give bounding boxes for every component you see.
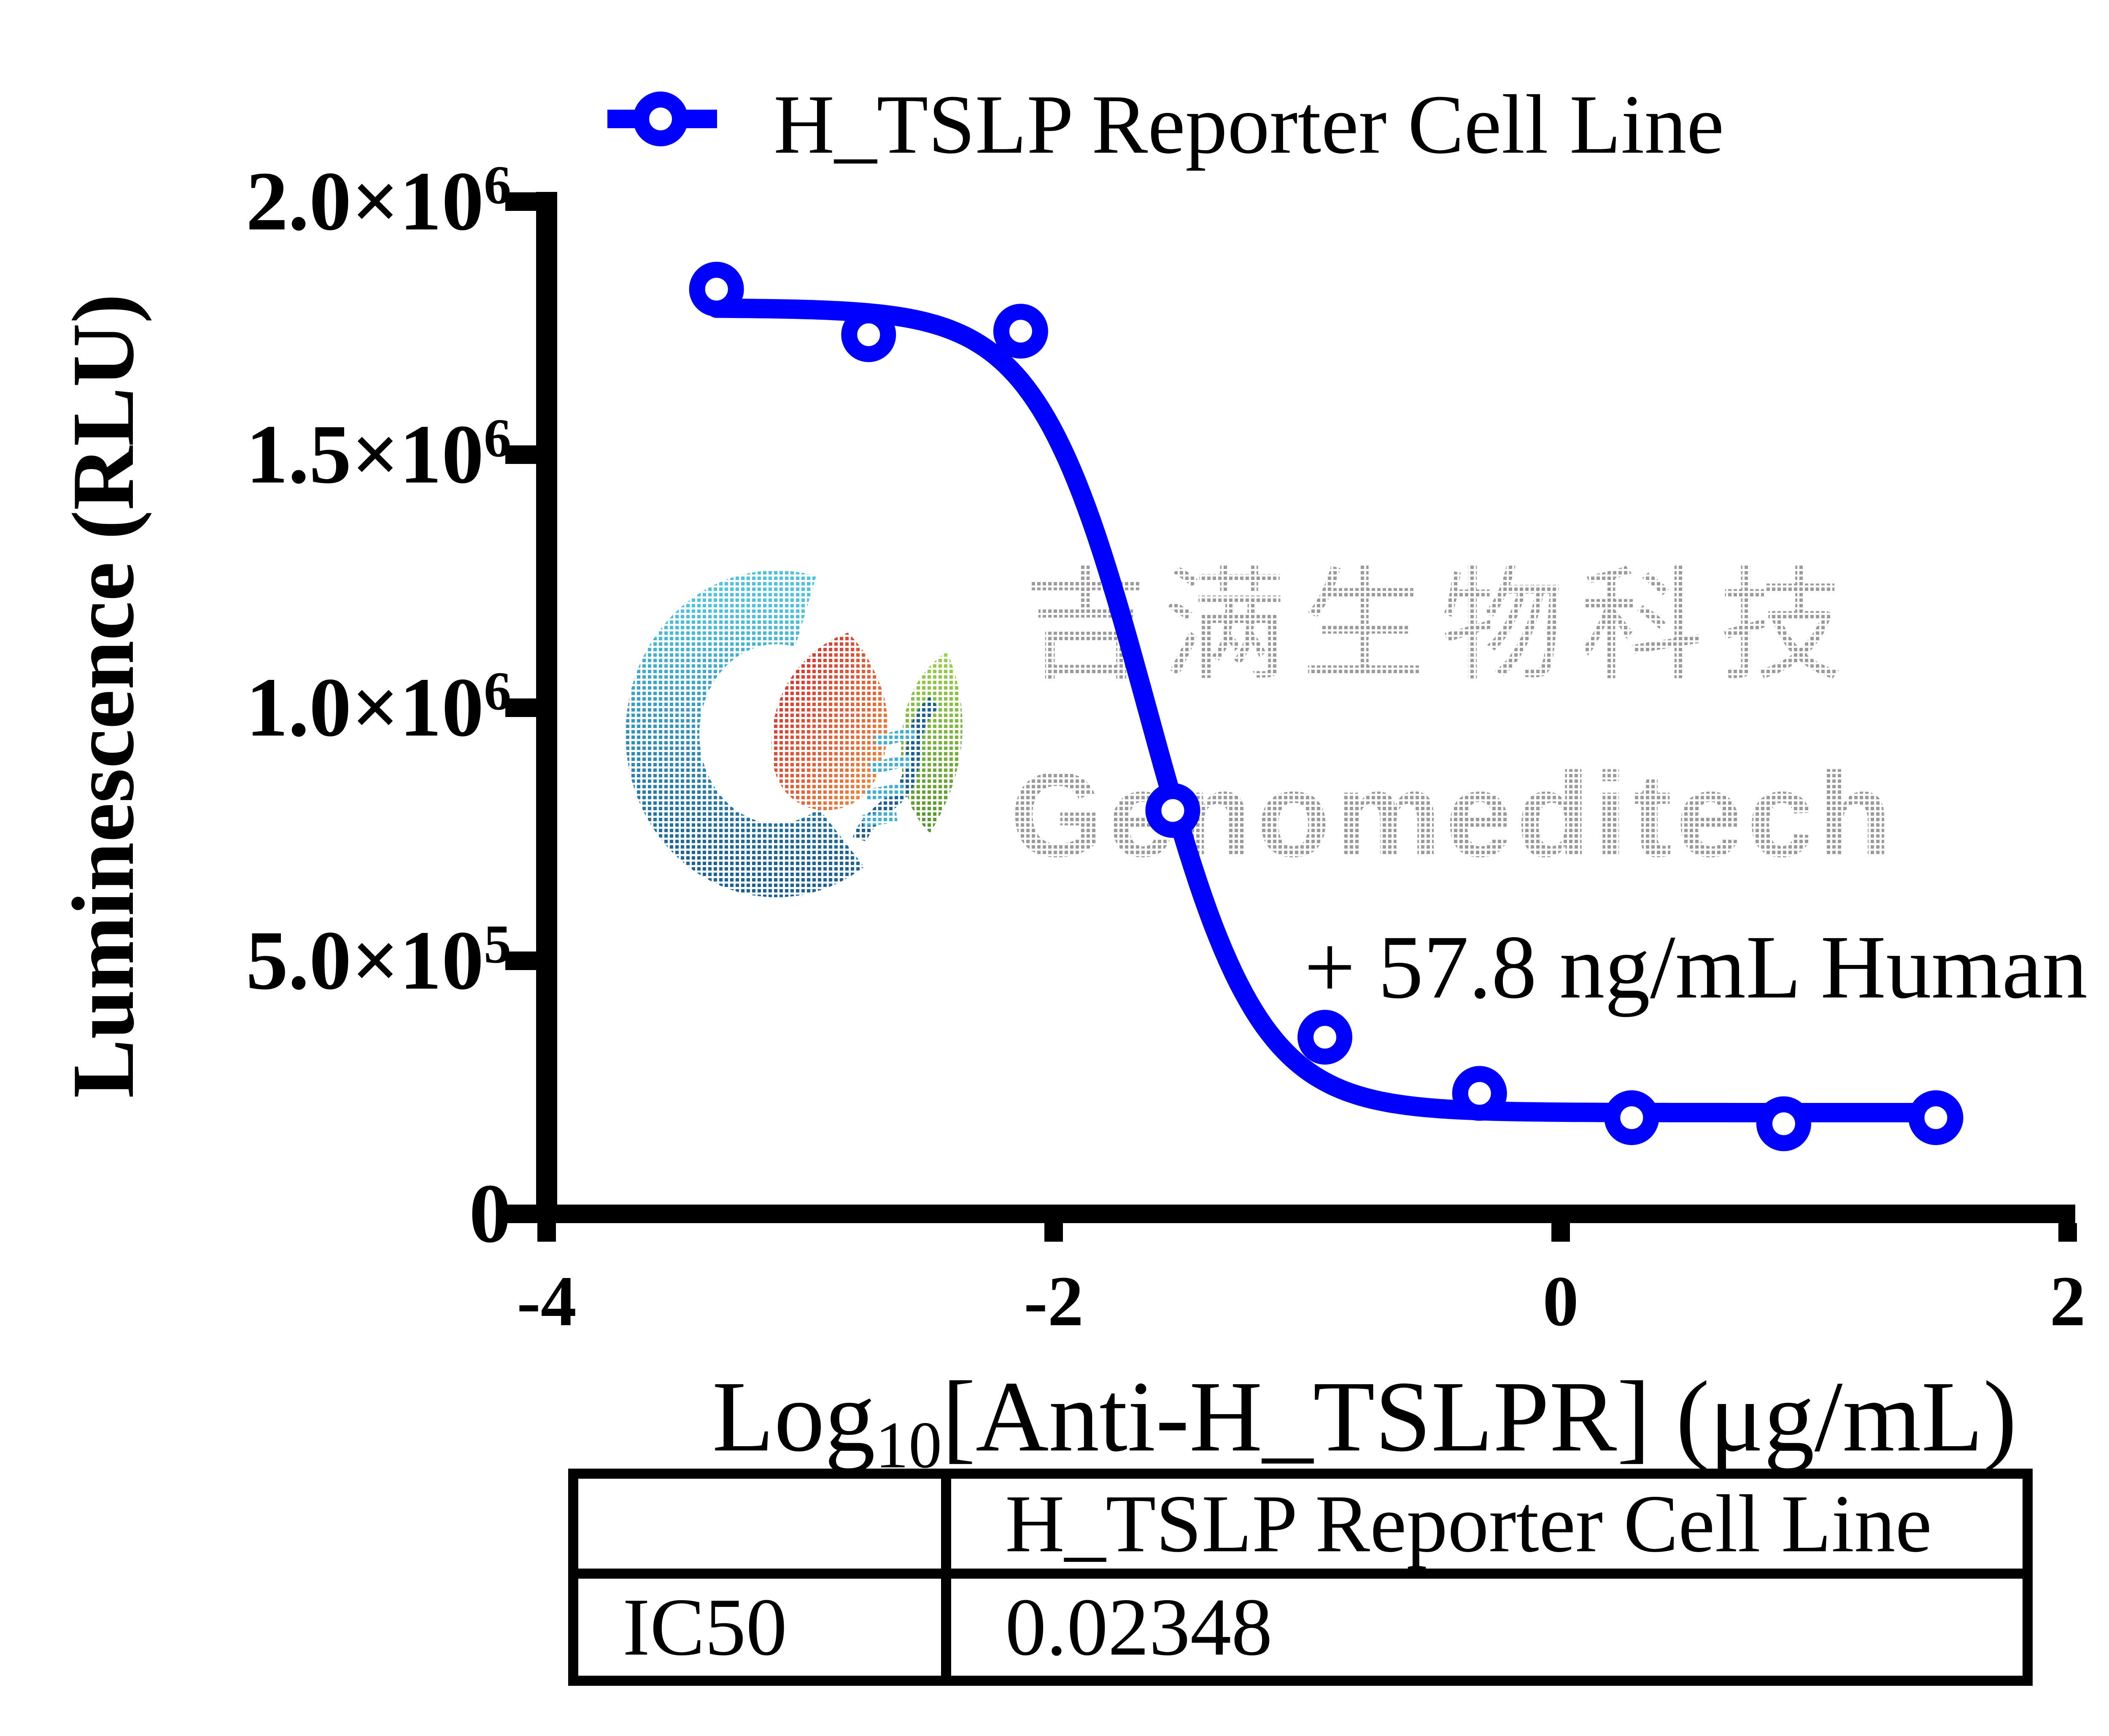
data-point <box>1908 1090 1963 1145</box>
data-point <box>841 307 896 362</box>
data-points <box>689 261 1963 1151</box>
legend-circle <box>633 92 688 146</box>
watermark-logo-dna-rungs <box>862 727 916 827</box>
watermark-logo-leaf <box>901 652 963 833</box>
y-tick-label: 0 <box>469 1167 511 1260</box>
tslp-annotation: + 57.8 ng/mL Human TSLP <box>1304 917 2109 1017</box>
y-tick-label: 1.5×106 <box>246 408 511 501</box>
data-point <box>689 261 744 317</box>
x-axis-title-rest: [Anti-H_TSLPR] (μg/mL) <box>942 1360 2017 1472</box>
dose-response-curve <box>707 298 1943 1122</box>
table-row-value-cell: 0.02348 <box>1005 1582 1273 1673</box>
y-tick-mark <box>505 445 537 464</box>
data-point <box>1145 783 1200 838</box>
x-tick-label: 2 <box>2050 1262 2086 1341</box>
data-point <box>993 304 1048 359</box>
x-tick-label: -4 <box>517 1262 577 1341</box>
x-tick-label: 0 <box>1543 1262 1579 1341</box>
x-axis-line <box>536 1205 2075 1223</box>
x-tick-mark <box>1551 1223 1570 1242</box>
legend-marker <box>607 92 717 146</box>
ic50-table: H_TSLP Reporter Cell Line IC50 0.02348 <box>568 1469 2033 1686</box>
table-row-label-cell: IC50 <box>578 1579 951 1676</box>
x-axis-title-prefix: Log <box>712 1360 876 1472</box>
y-tick-mark <box>505 1205 537 1223</box>
y-tick-label: 5.0×105 <box>246 914 511 1007</box>
watermark-en-text: Genomeditech <box>1010 748 1896 882</box>
watermark-cn-text: 吉满生物科技 <box>1023 558 1858 695</box>
fit-curve <box>707 298 1943 1122</box>
x-tick-label: -2 <box>1024 1262 1084 1341</box>
axes <box>505 192 2077 1242</box>
y-tick-label: 1.0×106 <box>246 661 511 754</box>
y-tick-mark <box>505 952 537 970</box>
x-tick-mark <box>2058 1223 2077 1242</box>
data-point <box>1756 1096 1811 1151</box>
y-tick-mark <box>505 698 537 717</box>
y-axis-line <box>536 192 557 1223</box>
data-point <box>1604 1090 1659 1145</box>
y-tick-mark <box>505 192 537 211</box>
data-point <box>1297 1010 1353 1065</box>
x-axis-title: Log10[Anti-H_TSLPR] (μg/mL) <box>605 1357 2109 1488</box>
watermark-logo-drop <box>771 633 888 811</box>
table-header-blank-cell <box>578 1479 951 1579</box>
table-header-cell: H_TSLP Reporter Cell Line <box>951 1478 2023 1579</box>
x-tick-mark <box>537 1223 556 1242</box>
watermark-logo-swirl <box>626 570 864 898</box>
y-tick-label: 2.0×106 <box>246 155 511 248</box>
legend-series-label: H_TSLP Reporter Cell Line <box>774 78 1724 171</box>
genomeditech-watermark: 吉满生物科技 Genomeditech <box>626 558 1896 898</box>
x-tick-mark <box>1044 1223 1063 1242</box>
data-point <box>1452 1066 1507 1121</box>
